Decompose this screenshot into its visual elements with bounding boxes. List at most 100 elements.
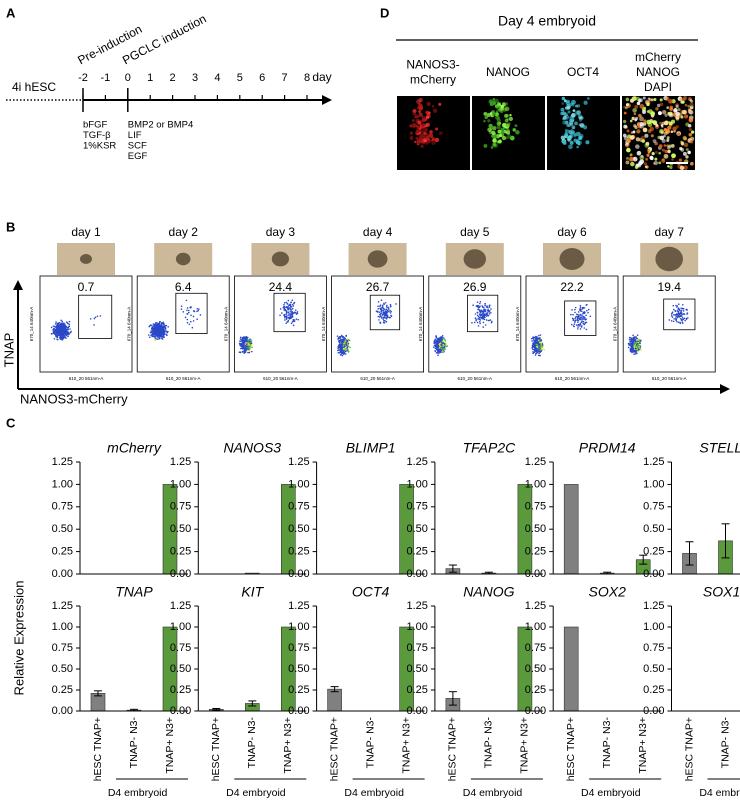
day-label: day 2 bbox=[169, 225, 199, 239]
cell bbox=[567, 136, 572, 141]
y-tick-label: 1.25 bbox=[643, 456, 664, 468]
cell bbox=[645, 165, 648, 168]
event bbox=[69, 321, 71, 323]
cell bbox=[640, 124, 644, 128]
cell bbox=[483, 120, 486, 123]
cell bbox=[671, 130, 674, 133]
event bbox=[287, 303, 289, 305]
chart-title: TFAP2C bbox=[463, 440, 517, 456]
cell bbox=[571, 100, 576, 105]
event bbox=[247, 352, 249, 354]
event bbox=[243, 350, 245, 352]
cell bbox=[627, 139, 631, 143]
event bbox=[164, 331, 166, 333]
y-tick-label: 0.75 bbox=[525, 642, 546, 654]
y-tick-label: 0.00 bbox=[525, 705, 546, 717]
event bbox=[251, 342, 253, 344]
gate-value: 0.7 bbox=[78, 280, 95, 294]
gate-value: 26.9 bbox=[463, 280, 487, 294]
event bbox=[571, 309, 573, 311]
day-label: 2 bbox=[170, 72, 176, 84]
event bbox=[158, 329, 160, 331]
cell bbox=[669, 113, 673, 117]
cell bbox=[644, 143, 649, 148]
event bbox=[182, 311, 184, 313]
cell bbox=[626, 157, 629, 160]
gate-value: 24.4 bbox=[269, 280, 293, 294]
cell bbox=[680, 148, 684, 152]
cell bbox=[645, 100, 650, 105]
chart-title: NANOG bbox=[463, 584, 514, 600]
channel-label: OCT4 bbox=[567, 65, 599, 79]
y-tick-label: 0.25 bbox=[52, 684, 73, 696]
event bbox=[584, 307, 586, 309]
group-label: D4 embryoid bbox=[344, 787, 404, 799]
event bbox=[480, 309, 482, 311]
event bbox=[380, 315, 382, 317]
event bbox=[471, 322, 473, 324]
cell bbox=[652, 152, 655, 155]
event bbox=[686, 318, 688, 320]
cell bbox=[491, 131, 495, 135]
cell bbox=[669, 122, 673, 126]
event bbox=[60, 328, 62, 330]
x-tick-label: TNAP- N3- bbox=[719, 717, 731, 769]
micrograph bbox=[547, 96, 620, 170]
event bbox=[154, 329, 156, 331]
y-tick-label: 0.00 bbox=[525, 568, 546, 580]
event bbox=[346, 348, 348, 350]
event bbox=[671, 315, 673, 317]
cell bbox=[687, 151, 691, 155]
event bbox=[386, 313, 388, 315]
y-tick-label: 0.25 bbox=[288, 684, 309, 696]
cell bbox=[636, 97, 640, 101]
event bbox=[288, 300, 290, 302]
day-label: 8 bbox=[304, 72, 310, 84]
event bbox=[682, 304, 684, 306]
event bbox=[151, 328, 153, 330]
event bbox=[166, 335, 168, 337]
cell bbox=[487, 128, 491, 132]
event bbox=[97, 315, 99, 317]
event bbox=[95, 316, 97, 318]
cell bbox=[630, 99, 634, 103]
event bbox=[681, 321, 683, 323]
event bbox=[154, 339, 156, 341]
cell bbox=[428, 139, 430, 141]
event bbox=[286, 306, 288, 308]
cell bbox=[492, 138, 497, 143]
event bbox=[292, 304, 294, 306]
event bbox=[639, 343, 641, 345]
event bbox=[632, 344, 634, 346]
event bbox=[580, 307, 582, 309]
gate-value: 22.2 bbox=[560, 280, 584, 294]
cell bbox=[645, 158, 648, 161]
cell bbox=[571, 125, 575, 129]
event bbox=[489, 310, 491, 312]
event bbox=[672, 311, 674, 313]
event bbox=[379, 305, 381, 307]
group-label: D4 embryoid bbox=[699, 787, 740, 799]
event bbox=[629, 341, 631, 343]
day-label: day 3 bbox=[266, 225, 296, 239]
event bbox=[343, 339, 345, 341]
x-tick-label: TNAP- N3- bbox=[364, 717, 376, 769]
cell bbox=[626, 103, 629, 106]
cell bbox=[653, 98, 656, 101]
event bbox=[436, 349, 438, 351]
day-label: day 5 bbox=[460, 225, 490, 239]
event bbox=[579, 314, 581, 316]
event bbox=[487, 310, 489, 312]
y-tick-label: 1.00 bbox=[406, 478, 427, 490]
event bbox=[535, 342, 537, 344]
cell bbox=[627, 130, 630, 133]
cell bbox=[689, 133, 693, 137]
event bbox=[439, 351, 441, 353]
y-tick-label: 1.25 bbox=[288, 600, 309, 612]
event bbox=[378, 319, 380, 321]
event bbox=[346, 339, 348, 341]
factor: bFGF bbox=[83, 120, 107, 131]
y-tick-label: 0.50 bbox=[406, 523, 427, 535]
event bbox=[439, 347, 441, 349]
event bbox=[633, 353, 635, 355]
